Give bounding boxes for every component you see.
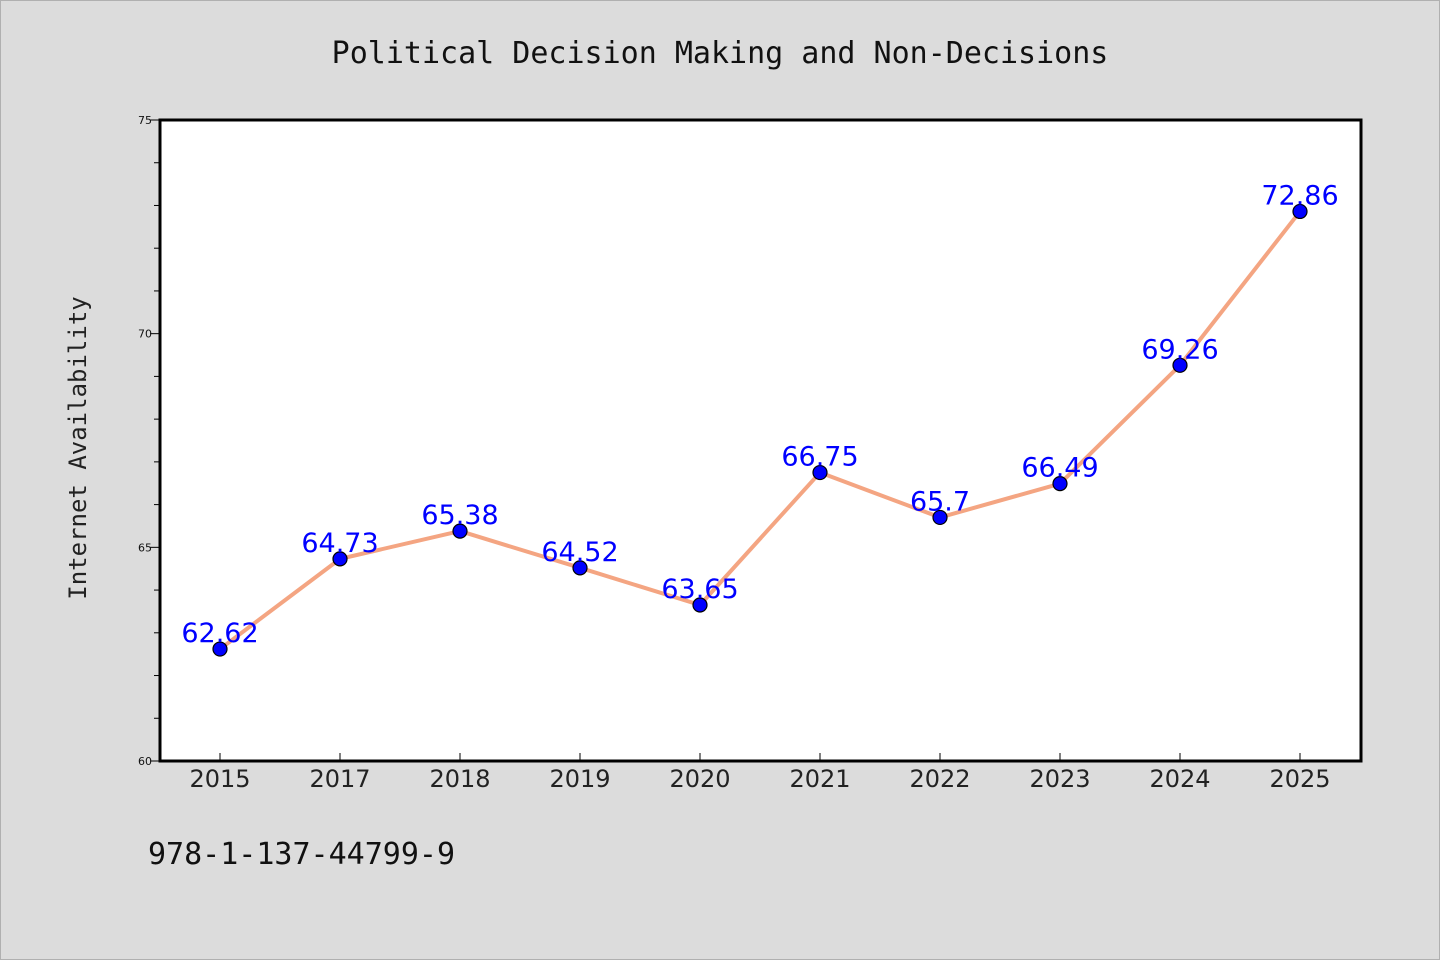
x-tick-label: 2018 xyxy=(429,765,490,793)
data-point xyxy=(1052,476,1068,492)
data-label: 69.26 xyxy=(1141,334,1218,365)
data-point xyxy=(212,641,228,657)
data-label: 65.38 xyxy=(421,500,498,531)
isbn-annotation: 978-1-137-44799-9 xyxy=(148,837,455,872)
plot-area xyxy=(158,118,1363,763)
y-axis-label: Internet Availability xyxy=(64,296,92,599)
x-tick-label: 2019 xyxy=(549,765,610,793)
x-tick-label: 2022 xyxy=(909,765,970,793)
x-tick-label: 2021 xyxy=(789,765,850,793)
data-point xyxy=(452,523,468,539)
x-tick-label: 2020 xyxy=(669,765,730,793)
x-tick-label: 2017 xyxy=(309,765,370,793)
y-axis: 60 65 70 75 xyxy=(138,114,160,768)
x-tick-label: 2024 xyxy=(1149,765,1210,793)
data-label: 72.86 xyxy=(1261,180,1338,211)
series-line xyxy=(218,210,1302,651)
data-label: 66.49 xyxy=(1021,453,1098,484)
data-point xyxy=(1172,357,1188,373)
y-tick-label: 70 xyxy=(138,328,152,341)
series-line-group xyxy=(212,203,1308,657)
data-label-group: 62.62 64.73 65.38 64.52 63.65 66.75 65.7 66.49 6… xyxy=(181,180,1338,649)
x-tick-label: 2023 xyxy=(1029,765,1090,793)
data-point xyxy=(332,551,348,567)
data-point xyxy=(692,597,708,613)
data-point xyxy=(932,509,948,526)
x-tick-label: 2025 xyxy=(1269,765,1330,793)
data-label: 66.75 xyxy=(781,442,858,473)
y-tick-label: 75 xyxy=(138,114,152,127)
x-tick-label: 2015 xyxy=(189,765,250,793)
y-tick-label: 65 xyxy=(138,541,152,554)
data-label: 62.62 xyxy=(181,618,258,649)
data-point xyxy=(572,560,588,576)
y-tick-label: 60 xyxy=(138,755,152,768)
data-label: 65.7 xyxy=(910,486,970,517)
data-label: 64.52 xyxy=(541,537,618,568)
data-label: 64.73 xyxy=(301,528,378,559)
x-axis: 2015 2017 2018 2019 2020 2021 2022 2023 2024 2025 xyxy=(189,753,1331,793)
data-point xyxy=(1292,203,1308,220)
chart-title: Political Decision Making and Non-Decisi… xyxy=(332,36,1109,71)
data-point xyxy=(812,464,828,481)
data-label: 63.65 xyxy=(661,574,738,605)
